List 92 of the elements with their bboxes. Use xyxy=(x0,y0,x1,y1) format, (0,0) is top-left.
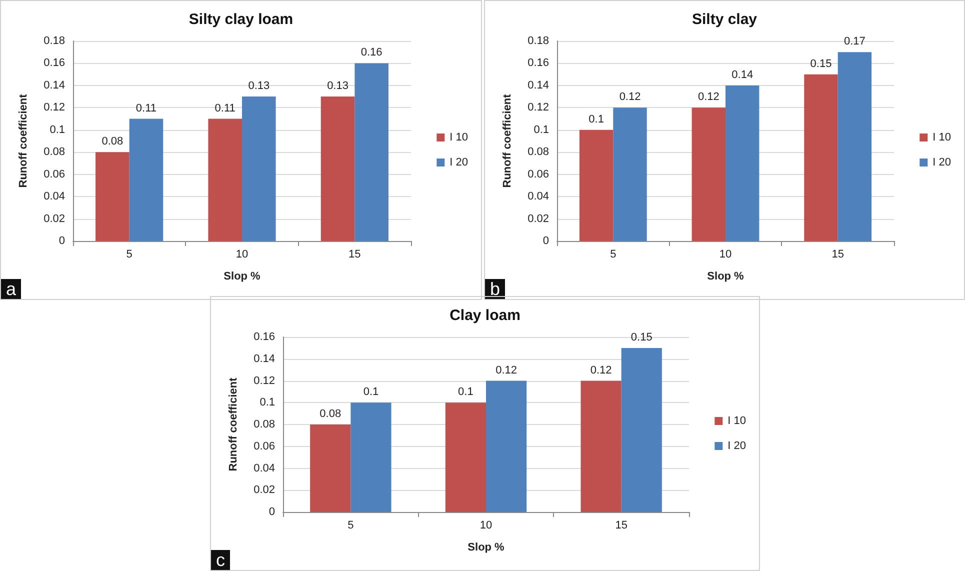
y-axis-title: Runoff coefficient xyxy=(228,377,240,472)
data-label: 0.14 xyxy=(732,68,754,81)
x-tick-label: 5 xyxy=(348,520,354,532)
x-tick-label: 15 xyxy=(348,248,361,260)
bar xyxy=(580,380,622,512)
y-tick-label: 0.16 xyxy=(254,331,275,343)
data-label: 0.1 xyxy=(458,386,474,398)
data-label: 0.15 xyxy=(810,58,832,70)
bar xyxy=(129,118,164,241)
chart-title: Clay loam xyxy=(450,307,520,324)
legend-label: I 10 xyxy=(932,132,952,144)
data-label: 0.13 xyxy=(327,80,348,92)
y-tick-label: 0.18 xyxy=(44,35,65,47)
data-label: 0.1 xyxy=(363,386,379,398)
legend-label: I 10 xyxy=(450,132,468,144)
bar xyxy=(310,424,351,512)
bar xyxy=(613,108,647,241)
bar xyxy=(486,380,527,512)
y-tick-label: 0.1 xyxy=(50,124,65,136)
y-tick-label: 0.04 xyxy=(254,462,275,474)
y-tick-label: 0.1 xyxy=(260,396,275,409)
legend-label: I 20 xyxy=(450,156,468,168)
data-label: 0.13 xyxy=(248,80,270,92)
y-tick-label: 0.14 xyxy=(254,352,275,365)
y-tick-label: 0.14 xyxy=(44,79,65,92)
x-axis-title: Slop % xyxy=(224,270,261,282)
x-tick-label: 15 xyxy=(832,248,844,260)
y-tick-label: 0.14 xyxy=(528,79,549,92)
y-tick-label: 0.02 xyxy=(44,212,65,225)
y-tick-label: 0.02 xyxy=(528,212,549,225)
bar xyxy=(96,152,130,241)
text: c xyxy=(211,550,230,570)
y-tick-label: 0.12 xyxy=(44,102,65,114)
y-tick-label: 0.04 xyxy=(528,190,549,203)
data-label: 0.16 xyxy=(360,46,382,59)
data-label: 0.11 xyxy=(214,102,236,114)
data-label: 0.11 xyxy=(136,102,157,114)
data-label: 0.12 xyxy=(698,91,720,104)
y-tick-label: 0.16 xyxy=(528,57,549,70)
x-tick-label: 15 xyxy=(615,520,628,532)
data-label: 0.12 xyxy=(590,364,612,376)
bar xyxy=(354,63,388,241)
y-tick-label: 0.16 xyxy=(44,57,65,70)
bar xyxy=(208,118,242,241)
y-tick-label: 0.08 xyxy=(44,146,65,158)
data-label: 0.1 xyxy=(588,113,604,126)
data-label: 0.12 xyxy=(496,364,518,376)
legend-label: I 20 xyxy=(932,156,952,168)
x-tick-label: 5 xyxy=(126,248,132,260)
data-label: 0.15 xyxy=(630,331,652,344)
y-tick-label: 0.06 xyxy=(254,440,275,452)
bar xyxy=(804,74,838,241)
y-axis-title: Runoff coefficient xyxy=(502,94,514,188)
y-tick-label: 0.06 xyxy=(528,168,549,180)
y-tick-label: 0.02 xyxy=(254,484,275,496)
data-label: 0.12 xyxy=(619,91,641,104)
x-tick-label: 10 xyxy=(236,248,248,260)
bar xyxy=(692,108,726,241)
bar xyxy=(445,402,486,512)
x-tick-label: 5 xyxy=(610,248,616,260)
y-tick-label: 0.12 xyxy=(254,374,275,387)
data-label: 0.17 xyxy=(844,36,866,48)
x-tick-label: 10 xyxy=(719,248,732,260)
y-tick-label: 0.08 xyxy=(528,146,549,158)
chart-title: Silty clay xyxy=(692,11,758,28)
y-tick-label: 0.04 xyxy=(44,190,65,203)
bar xyxy=(320,96,355,241)
y-tick-label: 0.08 xyxy=(254,418,275,430)
y-tick-label: 0.12 xyxy=(528,102,549,114)
y-tick-label: 0 xyxy=(268,506,275,518)
x-axis-title: Slop % xyxy=(468,542,505,554)
bar xyxy=(621,348,662,512)
legend-label: I 20 xyxy=(728,440,746,452)
y-tick-label: 0.06 xyxy=(44,168,65,180)
y-tick-label: 0 xyxy=(542,235,549,247)
bar xyxy=(838,52,872,241)
y-axis-title: Runoff coefficient xyxy=(18,94,30,188)
chart-title: Silty clay loam xyxy=(188,11,294,28)
data-label: 0.08 xyxy=(320,408,342,420)
bar xyxy=(579,130,614,241)
y-tick-label: 0.1 xyxy=(534,124,549,136)
y-tick-label: 0 xyxy=(58,235,65,247)
bar xyxy=(350,402,392,512)
bar xyxy=(726,85,760,241)
x-axis-title: Slop % xyxy=(707,270,744,282)
bar xyxy=(242,96,276,241)
text: b xyxy=(485,279,506,299)
text: a xyxy=(1,279,22,299)
data-label: 0.08 xyxy=(102,136,124,148)
x-tick-label: 10 xyxy=(480,520,492,532)
y-tick-label: 0.18 xyxy=(528,35,549,47)
legend-label: I 10 xyxy=(728,415,746,427)
